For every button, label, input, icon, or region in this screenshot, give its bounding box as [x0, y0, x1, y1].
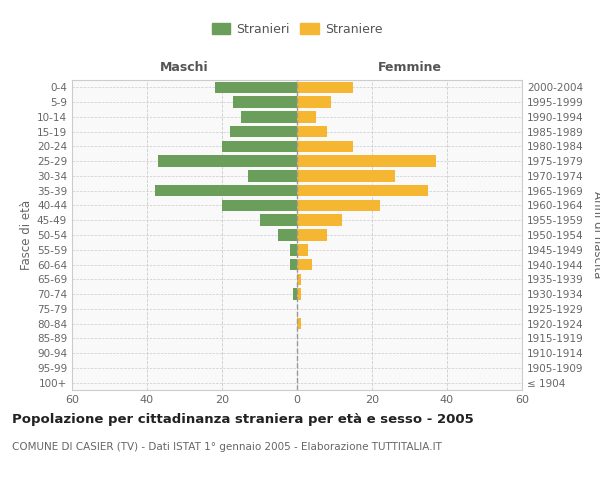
Bar [297, 170, 395, 181]
Bar [297, 96, 331, 108]
Text: Popolazione per cittadinanza straniera per età e sesso - 2005: Popolazione per cittadinanza straniera p… [12, 412, 474, 426]
Text: Maschi: Maschi [160, 61, 209, 74]
Bar [297, 288, 301, 300]
Bar [229, 126, 297, 138]
Bar [297, 185, 428, 196]
Text: Femmine: Femmine [377, 61, 442, 74]
Bar [297, 229, 327, 241]
Bar [297, 111, 316, 122]
Bar [260, 214, 297, 226]
Bar [215, 82, 297, 93]
Bar [241, 111, 297, 122]
Bar [297, 126, 327, 138]
Bar [290, 259, 297, 270]
Bar [293, 288, 297, 300]
Bar [297, 82, 353, 93]
Bar [297, 274, 301, 285]
Bar [297, 156, 436, 167]
Bar [248, 170, 297, 181]
Bar [297, 259, 312, 270]
Bar [297, 244, 308, 256]
Bar [222, 140, 297, 152]
Y-axis label: Fasce di età: Fasce di età [20, 200, 33, 270]
Bar [155, 185, 297, 196]
Bar [278, 229, 297, 241]
Bar [297, 140, 353, 152]
Y-axis label: Anni di nascita: Anni di nascita [590, 192, 600, 278]
Text: COMUNE DI CASIER (TV) - Dati ISTAT 1° gennaio 2005 - Elaborazione TUTTITALIA.IT: COMUNE DI CASIER (TV) - Dati ISTAT 1° ge… [12, 442, 442, 452]
Bar [158, 156, 297, 167]
Bar [233, 96, 297, 108]
Bar [222, 200, 297, 211]
Bar [297, 214, 342, 226]
Bar [290, 244, 297, 256]
Bar [297, 318, 301, 330]
Bar [297, 200, 380, 211]
Legend: Stranieri, Straniere: Stranieri, Straniere [206, 18, 388, 41]
